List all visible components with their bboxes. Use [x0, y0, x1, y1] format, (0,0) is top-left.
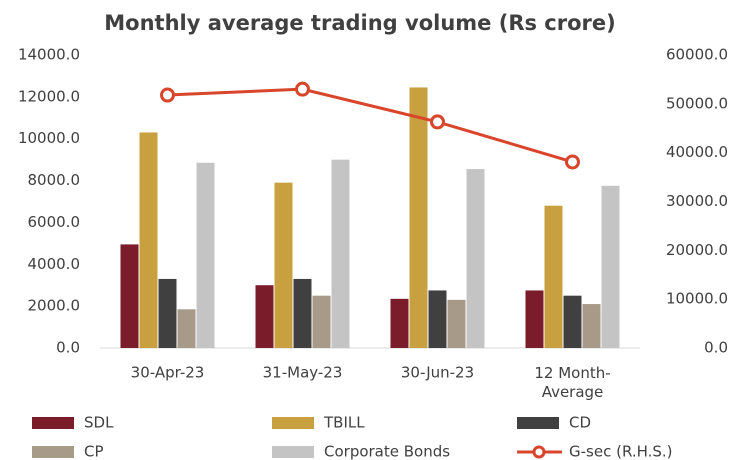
bar — [544, 205, 563, 348]
y2-tick-label: 30000.0 — [666, 192, 728, 210]
y-tick-label: 0.0 — [56, 339, 80, 357]
bar — [331, 159, 350, 348]
y-tick-label: 10000.0 — [18, 129, 80, 147]
bar — [428, 290, 447, 348]
legend-swatch — [32, 417, 74, 429]
legend-swatch — [272, 446, 314, 458]
bar — [255, 285, 274, 348]
y-tick-label: 12000.0 — [18, 87, 80, 105]
legend-label: TBILL — [323, 414, 365, 432]
legend-label: CP — [84, 443, 104, 460]
x-tick-label: 31-May-23 — [263, 364, 343, 382]
bar — [312, 295, 331, 348]
bar — [158, 278, 177, 348]
marker — [430, 114, 445, 130]
y-tick-label: 6000.0 — [28, 213, 81, 231]
legend-label: CD — [569, 414, 591, 432]
bar — [466, 169, 485, 348]
marker — [160, 87, 175, 103]
bar — [120, 244, 139, 348]
marker — [295, 81, 310, 97]
bar — [582, 304, 601, 348]
legend-label: Corporate Bonds — [324, 443, 450, 460]
bar — [390, 298, 409, 348]
bar — [563, 295, 582, 348]
x-tick-label: 12 Month-Average — [534, 364, 610, 401]
bar — [409, 87, 428, 349]
y-tick-label: 8000.0 — [28, 171, 81, 189]
legend-label: G-sec (R.H.S.) — [569, 443, 673, 460]
legend-swatch — [517, 417, 559, 429]
x-tick-label: 30-Jun-23 — [401, 364, 474, 382]
bar — [139, 132, 158, 348]
bar — [293, 278, 312, 348]
y-tick-label: 4000.0 — [28, 255, 81, 273]
legend-marker — [532, 445, 546, 459]
bar — [177, 309, 196, 348]
y-tick-label: 14000.0 — [18, 46, 80, 64]
y2-tick-label: 20000.0 — [666, 241, 728, 259]
bar — [601, 185, 620, 348]
y-tick-label: 2000.0 — [28, 297, 81, 315]
bar — [447, 299, 466, 348]
x-tick-label: 30-Apr-23 — [131, 364, 205, 382]
bar — [196, 162, 215, 348]
y2-tick-label: 10000.0 — [666, 290, 728, 308]
y2-tick-label: 50000.0 — [666, 94, 728, 112]
y2-tick-label: 0.0 — [704, 339, 728, 357]
chart-title: Monthly average trading volume (Rs crore… — [104, 11, 615, 35]
bar — [274, 182, 293, 348]
marker — [565, 154, 580, 170]
line — [167, 87, 573, 164]
legend-label: SDL — [84, 414, 114, 432]
bar — [525, 290, 544, 348]
legend-swatch — [32, 446, 74, 458]
y2-tick-label: 40000.0 — [666, 143, 728, 161]
legend-swatch — [272, 417, 314, 429]
y2-tick-label: 60000.0 — [666, 46, 728, 64]
